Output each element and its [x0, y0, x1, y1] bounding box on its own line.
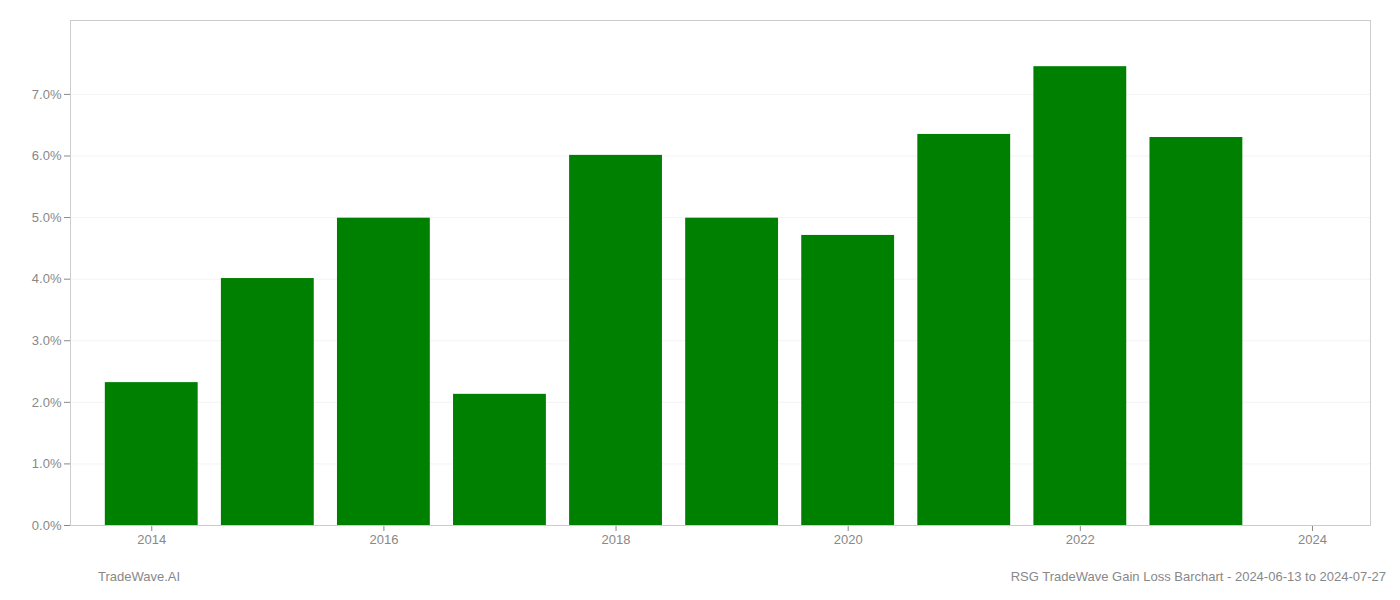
svg-text:2014: 2014 — [137, 532, 166, 547]
svg-text:2018: 2018 — [602, 532, 631, 547]
html-text:RSG TradeWave Gain Loss Barcha: RSG TradeWave Gain Loss Barchart - 2024-… — [1010, 569, 1386, 584]
svg-text:5.0%: 5.0% — [32, 210, 62, 225]
svg-text:7.0%: 7.0% — [32, 87, 62, 102]
svg-text:2016: 2016 — [369, 532, 398, 547]
svg-text:2022: 2022 — [1066, 532, 1095, 547]
svg-text:2024: 2024 — [1298, 532, 1327, 547]
svg-text:6.0%: 6.0% — [32, 148, 62, 163]
svg-text:2020: 2020 — [834, 532, 863, 547]
svg-text:3.0%: 3.0% — [32, 333, 62, 348]
svg-text:4.0%: 4.0% — [32, 271, 62, 286]
html-text:TradeWave.AI: TradeWave.AI — [98, 569, 181, 584]
svg-text:0.0%: 0.0% — [32, 518, 62, 533]
svg-text:2.0%: 2.0% — [32, 394, 62, 409]
svg-text:1.0%: 1.0% — [32, 456, 62, 471]
